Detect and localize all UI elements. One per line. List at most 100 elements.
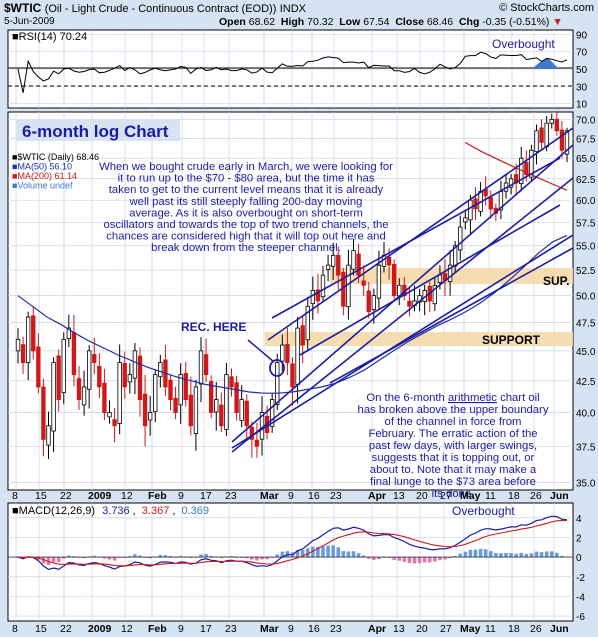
x-tick-label: Jun — [550, 623, 569, 635]
macd-overbought-label: Overbought — [452, 504, 515, 518]
macd-histogram-bar — [239, 557, 244, 558]
rsi-panel: 90 70 50 30 10 ■RSI(14) 70.24 Overbought — [7, 29, 588, 111]
macd-tick-label: 0 — [576, 553, 582, 564]
macd-histogram-bar — [178, 555, 183, 558]
macd-histogram-bar — [168, 555, 173, 558]
x-tick-label: 9 — [178, 490, 184, 502]
macd-histogram-bar — [67, 555, 71, 558]
ohlc-bar — [127, 363, 133, 394]
macd-histogram-bar — [351, 551, 356, 558]
macd-label: ■MACD(12,26,9) 3.736, 3.367, 0.369 — [12, 505, 209, 517]
ohlc-bar — [76, 365, 82, 410]
ohlc-bar — [15, 328, 21, 364]
x-tick-label: 26 — [530, 623, 542, 635]
ohlc-bar — [56, 349, 61, 412]
macd-histogram-bar — [82, 557, 86, 559]
price-tick-label: 42.5 — [576, 377, 596, 388]
chart-title: 6-month log Chart — [22, 122, 169, 141]
ohlc-bar — [66, 314, 72, 348]
macd-histogram-bar — [519, 552, 524, 558]
ohlc-bar — [25, 311, 31, 381]
x-tick-label: 18 — [508, 490, 520, 502]
x-tick-label: Jun — [550, 490, 569, 502]
ohlc-bar — [330, 242, 336, 280]
sup-label: SUP. — [543, 274, 569, 288]
ohlc-bar — [203, 338, 209, 383]
rsi-overbought-label: Overbought — [492, 37, 555, 51]
x-tick-label: 26 — [530, 490, 542, 502]
ohlc-bar — [351, 238, 356, 276]
macd-histogram-bar — [209, 555, 213, 558]
macd-histogram-bar — [346, 551, 351, 558]
x-tick-label: 8 — [12, 490, 18, 502]
macd-histogram-bar — [275, 554, 280, 558]
macd-histogram-bar — [321, 546, 325, 558]
rsi-square-icon: ■ — [12, 31, 19, 43]
x-tick-label: Apr — [368, 623, 386, 635]
rsi-tick-label: 10 — [576, 100, 588, 111]
ohlc-bar — [290, 357, 295, 406]
ohlc-bar — [107, 400, 112, 424]
ohlc-bar — [239, 385, 244, 428]
macd-histogram-bar — [244, 557, 249, 559]
x-tick-label: 22 — [60, 490, 72, 502]
ohlc-bar — [147, 395, 153, 436]
x-tick-label: 8 — [12, 623, 18, 635]
macd-histogram-bar — [311, 546, 315, 558]
ohlc-bar — [224, 362, 229, 436]
macd-histogram-bar — [427, 557, 432, 563]
macd-histogram-bar — [560, 555, 564, 558]
ohlc-bar — [432, 276, 438, 311]
commentary-bottom: On the 6-month arithmetic chart oil has b… — [358, 392, 549, 500]
macd-histogram-bar — [250, 557, 254, 560]
price-tick-label: 47.5 — [576, 319, 596, 330]
macd-histogram-bar — [138, 555, 142, 558]
price-tick-label: 35.0 — [576, 478, 596, 489]
ohlc-bar — [117, 344, 122, 435]
legend-entry: ■MA(200) 61.14 — [12, 171, 77, 181]
down-arrow-icon: ▼ — [552, 16, 563, 28]
ohlc-bar — [193, 379, 199, 451]
ohlc-bar — [46, 411, 51, 459]
ohlc-bar — [244, 394, 249, 440]
rec-circle — [269, 359, 285, 377]
price-tick-label: 62.5 — [576, 175, 596, 186]
macd-histogram-bar — [229, 556, 234, 558]
macd-tick-label: 4 — [576, 514, 582, 525]
macd-histogram-bar — [112, 557, 117, 561]
macd-histogram-bar — [122, 557, 127, 558]
macd-histogram-bar — [397, 557, 402, 561]
ohlc-bar — [564, 127, 570, 163]
ohlc-bar — [61, 332, 66, 405]
ohlc-bar — [219, 392, 224, 433]
rec-arrow — [247, 339, 275, 363]
ohlc-bar — [168, 375, 173, 411]
rsi-tick-label: 70 — [576, 48, 588, 59]
ohlc-bar — [366, 282, 371, 319]
macd-histogram-bar — [265, 557, 269, 560]
price-tick-label: 52.5 — [576, 266, 596, 277]
macd-histogram-bar — [555, 552, 559, 558]
macd-histogram-bar — [549, 551, 554, 558]
steep-channel-upper — [267, 127, 573, 341]
macd-histogram-bar — [77, 557, 81, 558]
x-tick-label: 23 — [330, 623, 342, 635]
x-tick-label: 20 — [416, 623, 428, 635]
macd-histogram-bar — [382, 557, 386, 558]
ohlc-bar — [325, 254, 331, 282]
x-tick-label: May — [460, 490, 481, 502]
ohlc-bar — [275, 353, 280, 411]
macd-histogram-bar — [504, 552, 508, 558]
macd-histogram-bar — [412, 557, 417, 564]
ohlc-bar — [249, 421, 255, 458]
macd-histogram-bar — [488, 551, 493, 558]
x-tick-label: Mar — [260, 490, 279, 502]
ohlc-bar — [41, 378, 46, 457]
macd-histogram-bar — [468, 549, 473, 558]
macd-histogram-bar — [128, 556, 132, 558]
legend-swatch-icon: ■ — [12, 152, 17, 162]
macd-tick-label: -6 — [576, 612, 585, 623]
quote-date: 5-Jun-2009 — [4, 16, 55, 27]
macd-histogram-bar — [402, 557, 407, 562]
